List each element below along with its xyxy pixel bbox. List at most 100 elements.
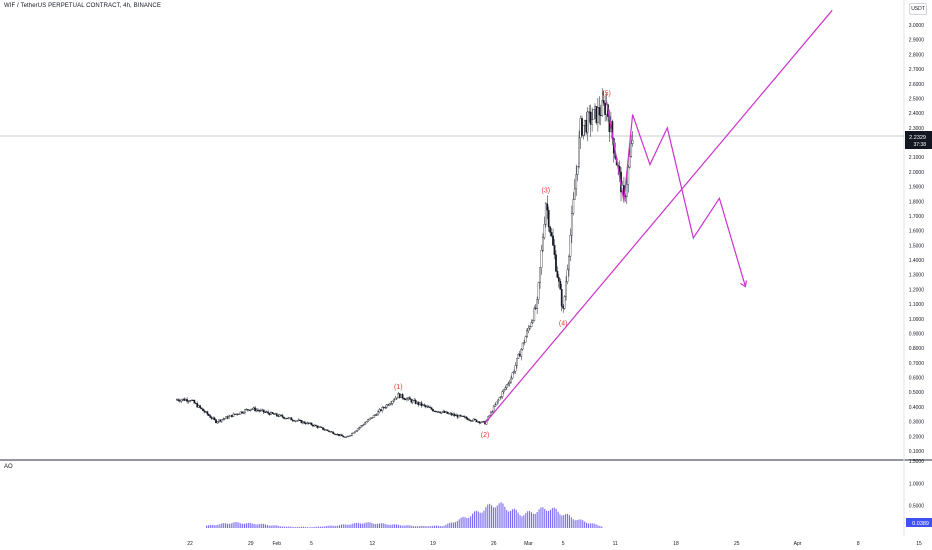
candle-body: [543, 224, 546, 238]
ao-bar: [498, 503, 500, 528]
candle: [513, 369, 515, 375]
ao-bar: [397, 524, 399, 528]
candle: [300, 419, 303, 424]
candle: [215, 419, 217, 424]
candle-body: [388, 403, 391, 406]
candle-body: [348, 435, 350, 437]
ao-bar: [464, 517, 466, 528]
indicator-label[interactable]: AO: [4, 464, 13, 470]
candle: [210, 416, 213, 421]
candle-body: [296, 420, 298, 422]
ao-bar: [301, 526, 303, 528]
candle-body: [492, 406, 495, 412]
candle: [453, 412, 456, 418]
time-axis[interactable]: 22 29 Feb 5 12 19 26 Mar 5 11 18 25 Apr 8 15: [187, 541, 922, 547]
candle: [372, 414, 375, 419]
candle: [258, 409, 261, 413]
candle: [294, 420, 297, 423]
price-axis[interactable]: 3.0000 2.9000 2.8000 2.7000 2.6000 2.5000 2.40…: [909, 23, 925, 455]
ao-bar: [365, 522, 367, 528]
candle-body: [395, 397, 398, 399]
ao-bar: [371, 522, 373, 528]
candle-body: [442, 411, 444, 413]
candle: [583, 119, 586, 137]
currency-button[interactable]: USDT: [909, 3, 927, 15]
candle: [472, 418, 475, 422]
candle: [193, 399, 196, 404]
ao-bar: [380, 523, 382, 528]
candle: [338, 433, 340, 437]
ao-bar: [339, 525, 341, 528]
ao-bar: [399, 525, 401, 528]
ao-bar: [462, 516, 464, 528]
candle: [246, 409, 249, 412]
candle-body: [578, 137, 580, 167]
candle: [504, 385, 507, 391]
ao-bar: [367, 522, 369, 528]
candle-body: [340, 434, 343, 437]
ao-bar: [456, 521, 458, 528]
drawings-layer[interactable]: [484, 9, 833, 424]
ao-bar: [587, 523, 589, 528]
candle: [375, 413, 378, 416]
candle: [630, 134, 633, 158]
candle: [367, 418, 369, 423]
candle-body: [314, 424, 317, 427]
candle: [505, 384, 508, 391]
ao-bar: [567, 513, 569, 528]
ao-bar: [441, 526, 443, 528]
candle-body: [550, 232, 553, 237]
candle-body: [394, 397, 397, 401]
candle: [542, 233, 544, 253]
candle: [520, 347, 523, 361]
candle: [323, 428, 326, 431]
ao-bar: [407, 525, 409, 528]
candle-body: [504, 387, 507, 390]
candle: [371, 417, 374, 419]
candle-body: [206, 411, 209, 415]
candle: [384, 405, 387, 409]
time-tick-label: Apr: [794, 541, 802, 547]
candle-body: [384, 407, 387, 409]
ao-bar: [280, 526, 282, 528]
candle-body: [430, 407, 433, 410]
time-tick-label: 5: [562, 541, 565, 547]
candle: [430, 406, 433, 411]
candle-body: [303, 421, 306, 424]
candle: [345, 436, 348, 438]
candle-body: [242, 412, 245, 414]
candle-body: [523, 342, 525, 344]
candle-body: [521, 342, 524, 350]
price-tick-label: 0.5000: [909, 390, 925, 396]
ao-bar: [416, 526, 418, 528]
ao-bar: [344, 524, 346, 528]
candle-body: [471, 420, 473, 422]
candle-body: [205, 411, 207, 413]
ao-bar: [580, 519, 582, 528]
symbol-title[interactable]: WIF / TetherUS PERPETUAL CONTRACT, 4h, B…: [4, 3, 161, 9]
candle: [413, 398, 416, 401]
candle-body: [533, 307, 536, 321]
ao-bar: [263, 523, 265, 528]
ao-bar: [454, 522, 456, 528]
ao-bar: [257, 524, 259, 528]
candle-body: [455, 414, 458, 416]
ao-bar: [244, 523, 246, 528]
price-tick-label: 1.5000: [909, 243, 925, 249]
candle: [566, 264, 569, 285]
candle: [468, 418, 471, 422]
candle-body: [248, 409, 251, 411]
ao-bar: [582, 520, 584, 528]
time-tick-label: 15: [916, 541, 922, 547]
candle-body: [403, 397, 405, 400]
candle-body: [226, 416, 229, 419]
candle: [426, 404, 429, 409]
candle-body: [448, 413, 450, 415]
candle: [565, 275, 567, 301]
candle: [393, 398, 395, 403]
ao-bar: [502, 503, 504, 528]
candle-body: [427, 406, 430, 408]
candle: [274, 412, 277, 415]
candle: [203, 409, 206, 414]
